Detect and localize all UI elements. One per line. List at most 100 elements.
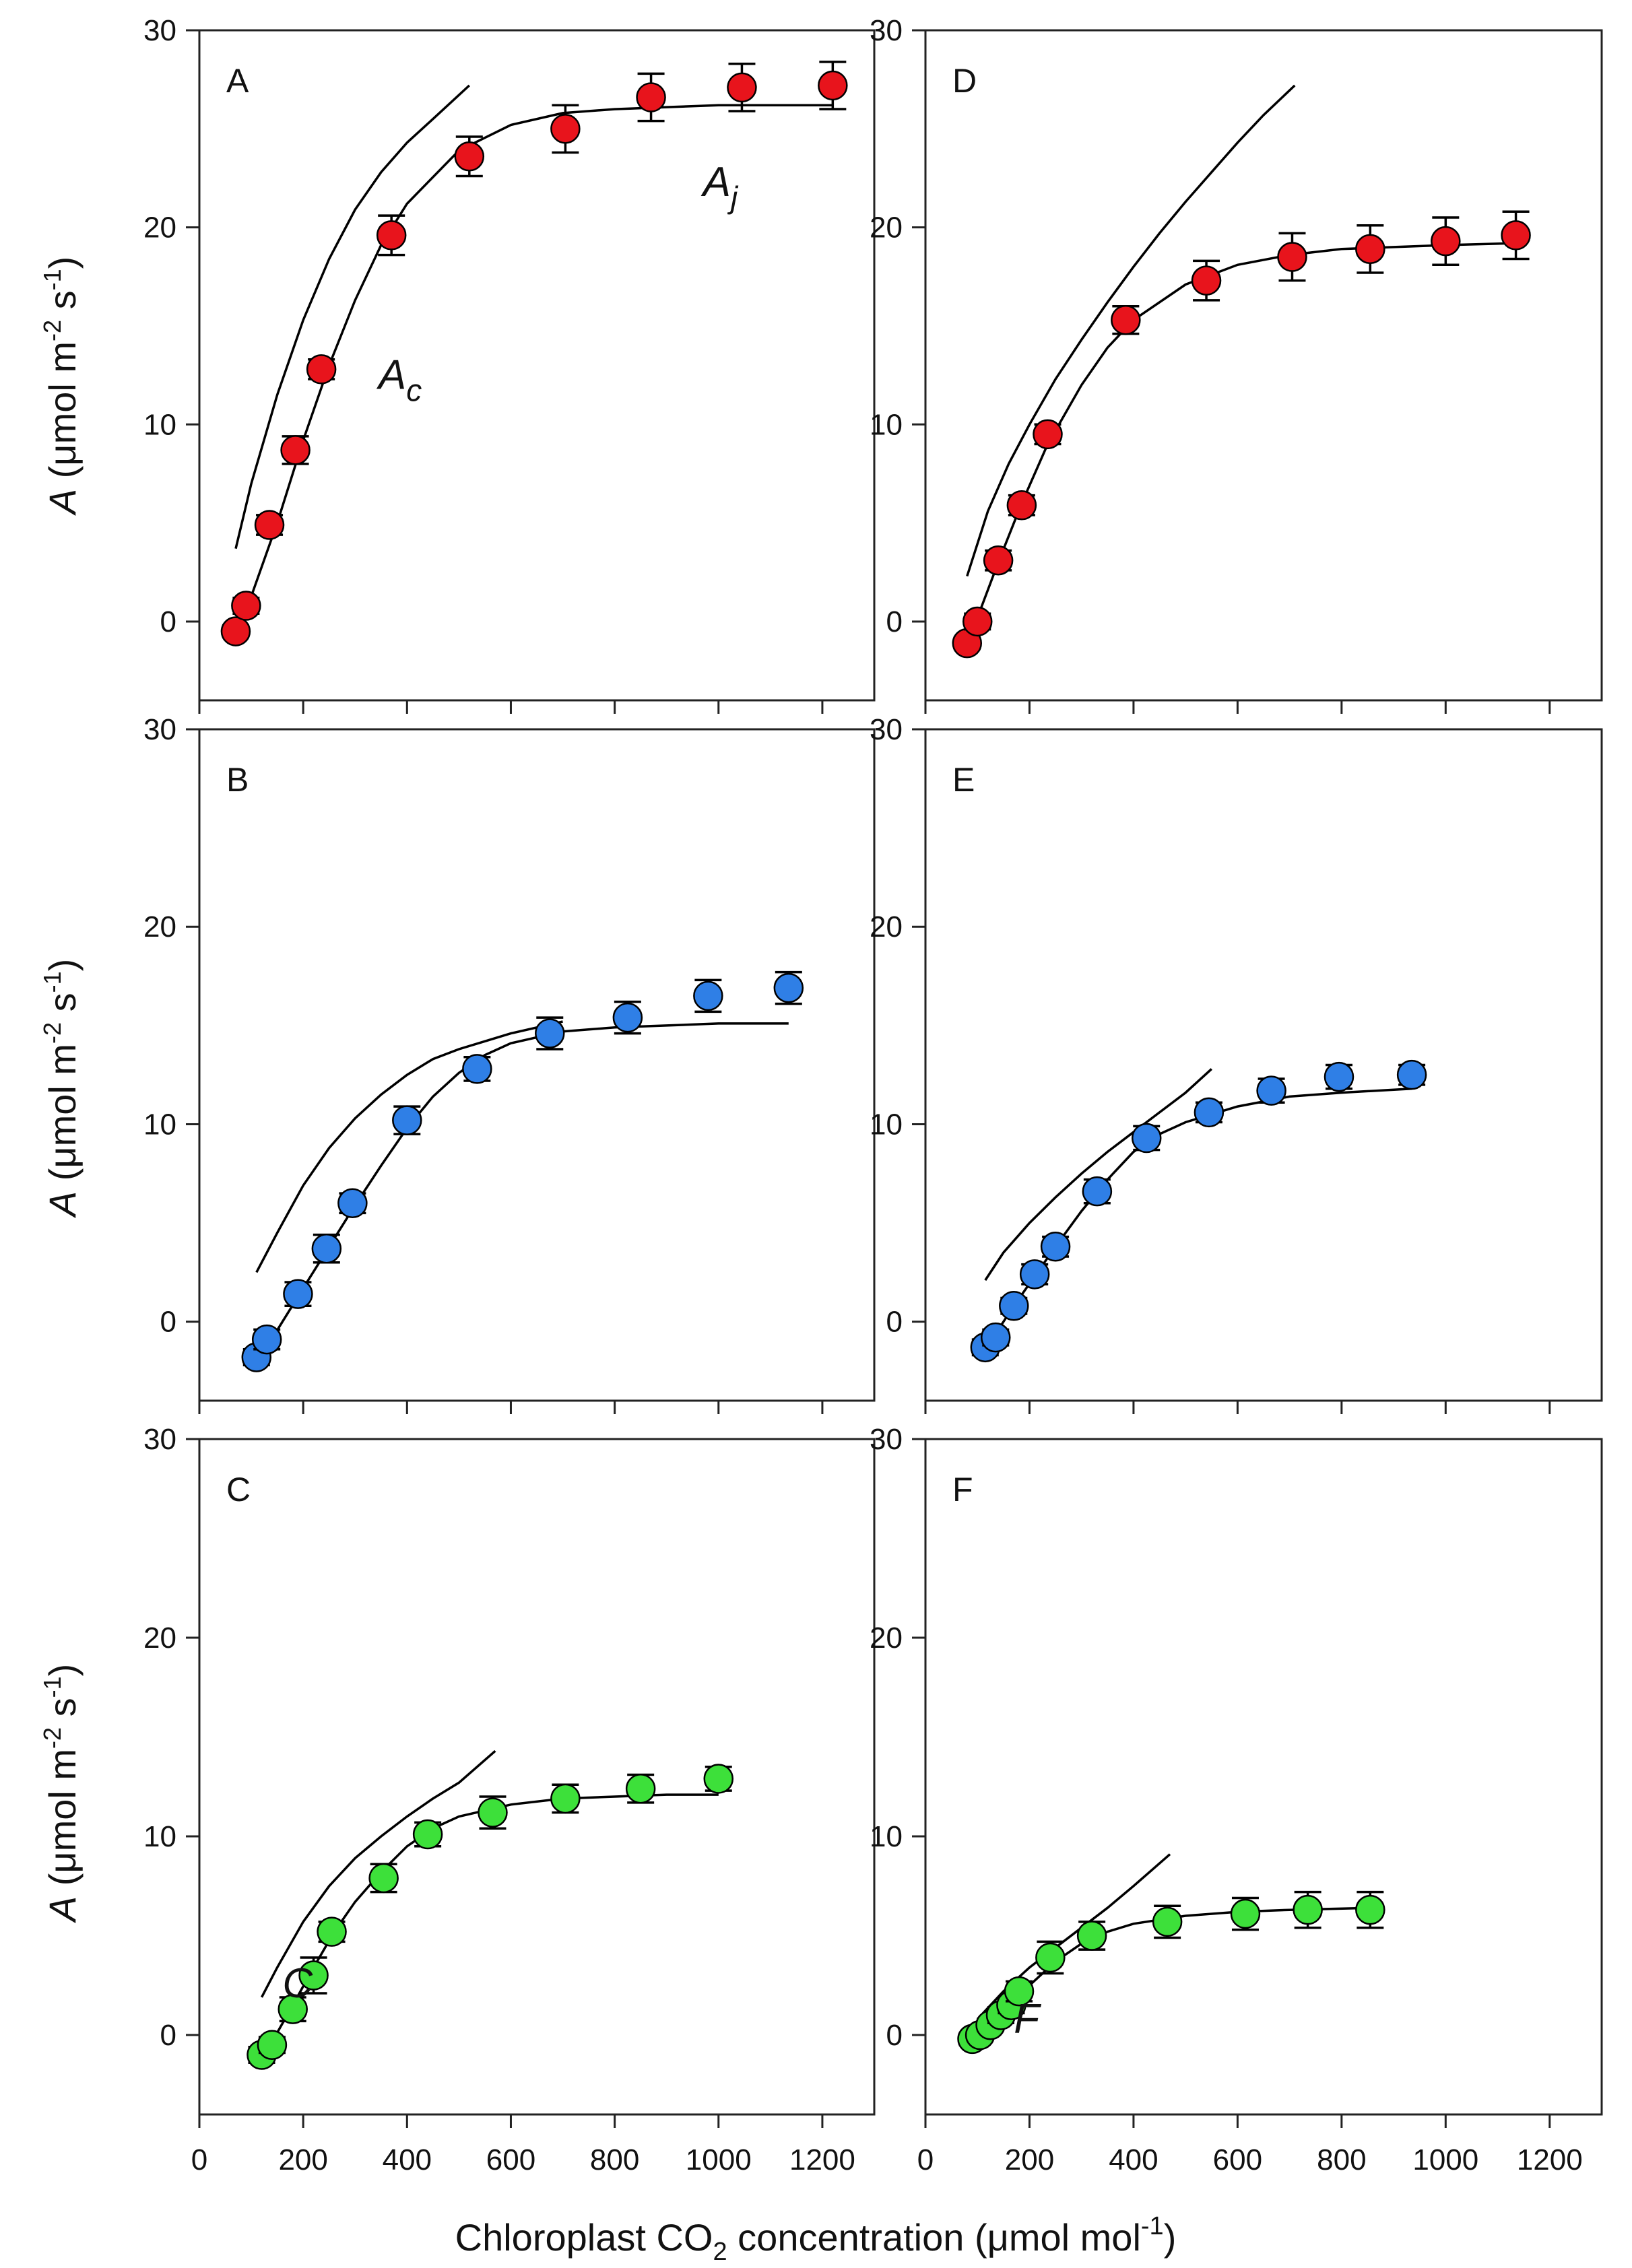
data-point: [818, 70, 848, 101]
data-point-group: [773, 970, 804, 1005]
data-point: [412, 1819, 443, 1850]
data-point-group: [550, 104, 581, 154]
data-point-group: [1076, 1921, 1107, 1951]
panel-frame: [924, 29, 1603, 702]
data-point-group: [1355, 224, 1385, 274]
y-axis-title-row-1: A (μmol m-2 s-1): [38, 257, 84, 516]
x-tick-label: 1000: [686, 2143, 752, 2176]
data-point: [727, 72, 757, 103]
y-tick-label: 0: [160, 605, 176, 638]
data-point: [1230, 1898, 1261, 1929]
data-point-group: [311, 1233, 342, 1264]
x-tick-label: 400: [1109, 2143, 1158, 2176]
data-point-group: [280, 435, 311, 465]
data-point-group: [231, 591, 261, 621]
data-point-group: [727, 63, 757, 112]
panel-letter: B: [226, 761, 249, 799]
data-point: [550, 1783, 581, 1814]
data-point: [337, 1188, 368, 1219]
data-point: [251, 1324, 282, 1355]
data-point: [999, 1290, 1029, 1321]
ac-curve: [984, 1068, 1212, 1281]
data-point: [462, 1054, 492, 1084]
y-tick-label: 30: [143, 14, 176, 47]
data-point-group: [999, 1290, 1029, 1321]
data-point: [1111, 304, 1141, 335]
panel-letter: C: [226, 1471, 251, 1508]
data-point-group: [1191, 259, 1222, 302]
data-point-group: [1230, 1896, 1261, 1931]
data-point: [1277, 242, 1307, 272]
panel-e: 0 10 20 30 E: [870, 713, 1603, 1414]
data-point-group: [298, 1956, 329, 1995]
ac-curve: [255, 1020, 563, 1273]
y-tick-label: 20: [143, 910, 176, 943]
data-point: [535, 1018, 565, 1048]
data-point: [693, 980, 723, 1011]
y-axis-title-row-3: A (μmol m-2 s-1): [38, 1664, 84, 1924]
data-point: [1396, 1059, 1427, 1090]
svg-text:A (μmol m-2 s-1): A (μmol m-2 s-1): [38, 1664, 84, 1924]
panel-letter: A: [226, 62, 249, 100]
data-point: [478, 1797, 508, 1828]
panel-frame: [924, 728, 1603, 1402]
y-tick-label: 10: [870, 1820, 903, 1853]
y-tick-label: 20: [870, 910, 903, 943]
data-point: [1006, 490, 1037, 521]
data-point-group: [392, 1105, 422, 1135]
data-point: [231, 591, 261, 621]
x-tick-label: 600: [486, 2143, 535, 2176]
curve-annotation: F: [1014, 1996, 1041, 2042]
svg-text:A (μmol m-2 s-1): A (μmol m-2 s-1): [38, 257, 84, 516]
y-tick-label: 0: [886, 2019, 903, 2052]
data-point-group: [1355, 1890, 1385, 1929]
data-point: [1033, 419, 1063, 450]
data-point-group: [636, 72, 666, 123]
curve-annotation: C: [282, 1960, 313, 2007]
data-point: [454, 141, 485, 172]
data-point: [368, 1863, 399, 1894]
x-tick-label: 1200: [789, 2143, 855, 2176]
y-tick-label: 10: [143, 1820, 176, 1853]
data-point-group: [962, 606, 993, 637]
y-tick-label: 30: [870, 713, 903, 746]
annotation-main: A: [700, 159, 731, 205]
data-point-group: [412, 1819, 443, 1850]
data-point-group: [1111, 304, 1141, 335]
data-point: [625, 1773, 656, 1804]
x-tick-label: 600: [1213, 2143, 1262, 2176]
y-tick-label: 30: [870, 1423, 903, 1456]
y-tick-label: 20: [870, 1622, 903, 1655]
data-point: [280, 435, 311, 465]
data-point-group: [535, 1016, 565, 1050]
data-point: [1004, 1976, 1035, 2007]
data-point: [1355, 1894, 1385, 1925]
panel-frame: [198, 728, 876, 1402]
y-tick-label: 0: [886, 1306, 903, 1339]
x-tick-label: 1000: [1412, 2143, 1478, 2176]
data-point-group: [306, 354, 337, 385]
data-point-group: [368, 1863, 399, 1894]
y-tick-label: 30: [870, 14, 903, 47]
annotation-main: A: [376, 352, 406, 399]
ac-curve: [260, 1749, 496, 1998]
panel-b: 0 10 20 30 B: [143, 713, 876, 1414]
annotation-main: F: [1014, 1996, 1041, 2042]
data-point: [1152, 1906, 1183, 1937]
data-point-group: [612, 1000, 643, 1035]
data-point-group: [1004, 1976, 1035, 2007]
data-point: [1191, 265, 1222, 296]
svg-text:A (μmol m-2 s-1): A (μmol m-2 s-1): [38, 959, 84, 1219]
x-tick-label: 1200: [1517, 2143, 1583, 2176]
data-point: [1293, 1894, 1323, 1925]
data-point: [1035, 1942, 1066, 1973]
y-tick-label: 10: [143, 1108, 176, 1141]
x-axis-title: Chloroplast CO2 concentration (μmol mol-…: [455, 2212, 1177, 2266]
data-point: [1082, 1176, 1113, 1207]
curve-annotation: Ac: [376, 352, 422, 408]
data-point: [298, 1960, 329, 1991]
data-point: [278, 1994, 308, 2024]
x-tick-label: 0: [191, 2143, 207, 2176]
annotation-sub: c: [406, 373, 422, 408]
